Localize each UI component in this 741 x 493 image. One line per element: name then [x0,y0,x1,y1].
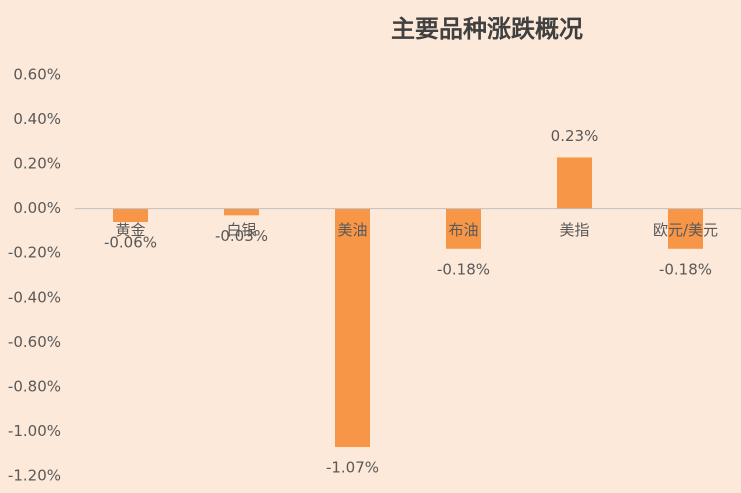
x-tick-label: 美油 [337,221,367,239]
data-label: -0.18% [659,260,712,278]
y-tick-label: 0.00% [13,199,61,217]
x-tick-label: 欧元/美元 [653,221,718,239]
y-tick-label: 0.40% [13,110,61,128]
y-tick-label: -1.00% [8,422,61,440]
y-tick-label: 0.20% [13,155,61,173]
bar [668,208,703,249]
y-tick-label: -0.20% [8,244,61,262]
data-label: -0.06% [104,234,157,252]
bar [224,208,259,216]
y-tick-label: -0.80% [8,377,61,395]
chart-title: 主要品种涨跌概况 [391,15,583,43]
data-label: -1.07% [326,459,379,477]
bar [113,208,148,223]
y-tick-label: 0.60% [13,66,61,84]
data-label: 0.23% [551,127,599,145]
data-label: -0.03% [215,227,268,245]
bar [557,157,592,209]
y-tick-label: -1.20% [8,467,61,485]
bar [335,208,370,448]
x-tick-label: 布油 [448,221,478,239]
bar [446,208,481,249]
y-tick-label: -0.60% [8,333,61,351]
y-tick-label: -0.40% [8,288,61,306]
x-tick-label: 白银 [226,221,256,239]
data-label: -0.18% [437,260,490,278]
x-tick-label: 美指 [559,221,589,239]
x-tick-label: 黄金 [115,221,145,239]
